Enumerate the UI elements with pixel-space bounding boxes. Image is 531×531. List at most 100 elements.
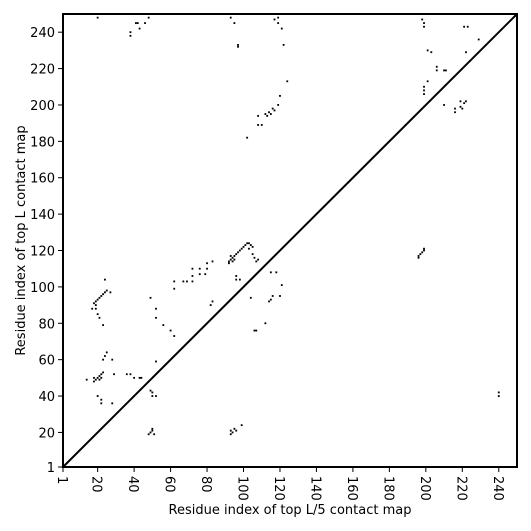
contact-point-top-l5 bbox=[105, 351, 108, 354]
contact-point-top-l5 bbox=[211, 260, 214, 263]
contact-point-top-l bbox=[129, 34, 132, 37]
contact-point-top-l bbox=[280, 284, 283, 286]
contact-point-top-l bbox=[282, 44, 285, 46]
contact-point-top-l5 bbox=[149, 389, 152, 392]
y-tick-label: 40 bbox=[38, 390, 55, 405]
contact-point-top-l5 bbox=[100, 376, 103, 379]
contact-point-top-l5 bbox=[233, 258, 236, 261]
contact-point-top-l5 bbox=[98, 316, 101, 319]
diagonal-line bbox=[62, 13, 518, 468]
contact-point-top-l bbox=[277, 16, 280, 19]
contact-point-top-l5 bbox=[96, 395, 99, 397]
x-tick-label: 220 bbox=[453, 476, 468, 501]
contact-point-top-l5 bbox=[96, 298, 99, 301]
contact-point-top-l5 bbox=[100, 398, 103, 401]
contact-point-top-l5 bbox=[246, 242, 249, 245]
contact-point-top-l5 bbox=[242, 245, 245, 248]
x-tick-label: 180 bbox=[380, 476, 395, 501]
contact-point-top-l bbox=[430, 51, 433, 54]
contact-point-top-l5 bbox=[443, 104, 445, 106]
contact-point-top-l bbox=[233, 22, 236, 24]
y-tick-label: 100 bbox=[30, 281, 55, 296]
contact-point-top-l bbox=[271, 107, 274, 110]
contact-point-top-l bbox=[135, 22, 137, 24]
contact-point-top-l5 bbox=[465, 100, 467, 103]
contact-point-top-l bbox=[286, 80, 289, 83]
plot-frame bbox=[62, 13, 518, 468]
contact-point-top-l5 bbox=[198, 267, 201, 270]
contact-point-top-l5 bbox=[111, 358, 114, 361]
y-tick-label: 120 bbox=[30, 245, 55, 260]
contact-point-top-l bbox=[144, 22, 146, 24]
contact-point-top-l5 bbox=[204, 273, 207, 276]
contact-point-top-l bbox=[280, 27, 283, 30]
contact-point-top-l5 bbox=[229, 433, 232, 436]
y-tick-label: 1 bbox=[47, 461, 55, 476]
contact-point-top-l5 bbox=[155, 316, 157, 319]
contact-point-top-l5 bbox=[100, 295, 103, 297]
y-tick-label: 80 bbox=[38, 317, 55, 332]
contact-point-top-l5 bbox=[151, 391, 154, 394]
contact-point-top-l bbox=[421, 18, 424, 21]
x-tick-label: 140 bbox=[307, 476, 322, 501]
contact-point-top-l bbox=[257, 124, 259, 126]
y-tick-label: 140 bbox=[30, 208, 55, 223]
contact-point-top-l5 bbox=[235, 429, 238, 432]
contact-point-top-l bbox=[273, 109, 276, 112]
y-tick-label: 160 bbox=[30, 172, 55, 187]
contact-point-top-l5 bbox=[173, 287, 176, 290]
contact-point-top-l5 bbox=[102, 358, 105, 361]
contact-point-top-l bbox=[443, 69, 445, 72]
contact-point-top-l5 bbox=[211, 300, 214, 303]
contact-point-top-l bbox=[466, 25, 469, 28]
x-tick-label: 20 bbox=[89, 476, 104, 493]
contact-point-top-l5 bbox=[94, 300, 97, 303]
x-tick-label: 80 bbox=[198, 476, 213, 493]
contact-point-top-l5 bbox=[233, 427, 236, 430]
contact-point-top-l bbox=[279, 94, 281, 97]
contact-point-top-l5 bbox=[426, 80, 429, 83]
x-tick-label: 120 bbox=[271, 476, 286, 501]
contact-point-top-l5 bbox=[249, 244, 252, 246]
contact-point-top-l5 bbox=[100, 373, 103, 376]
contact-point-top-l bbox=[246, 136, 249, 139]
contact-point-top-l5 bbox=[182, 280, 185, 283]
contact-point-top-l bbox=[269, 298, 272, 301]
contact-point-top-l bbox=[129, 31, 132, 34]
contact-point-top-l5 bbox=[93, 376, 95, 379]
contact-point-top-l5 bbox=[98, 378, 101, 381]
contact-point-top-l bbox=[273, 18, 276, 21]
contact-point-top-l5 bbox=[85, 378, 88, 381]
contact-point-top-l5 bbox=[421, 251, 424, 254]
contact-point-top-l bbox=[463, 25, 466, 28]
contact-point-top-l5 bbox=[191, 280, 194, 283]
contact-point-top-l bbox=[277, 22, 280, 24]
contact-point-top-l5 bbox=[461, 107, 464, 110]
x-tick-label: 1 bbox=[54, 476, 69, 484]
contact-point-top-l5 bbox=[149, 431, 152, 434]
contact-point-top-l bbox=[435, 65, 438, 68]
contact-point-top-l bbox=[136, 22, 139, 24]
contact-point-top-l5 bbox=[151, 427, 154, 430]
contact-point-top-l5 bbox=[94, 304, 97, 306]
contact-point-top-l5 bbox=[153, 433, 156, 436]
contact-point-top-l5 bbox=[104, 291, 106, 294]
contact-point-top-l5 bbox=[238, 278, 241, 281]
contact-point-top-l5 bbox=[231, 256, 234, 259]
contact-point-top-l5 bbox=[231, 260, 234, 263]
contact-point-top-l5 bbox=[240, 247, 243, 250]
x-tick-label: 200 bbox=[417, 476, 432, 501]
contact-point-top-l5 bbox=[454, 107, 456, 110]
contact-point-top-l5 bbox=[233, 255, 236, 257]
contact-point-top-l5 bbox=[206, 262, 208, 265]
contact-point-top-l5 bbox=[93, 302, 95, 305]
contact-point-top-l5 bbox=[102, 371, 105, 374]
contact-point-top-l bbox=[257, 114, 259, 117]
contact-point-top-l5 bbox=[417, 255, 420, 257]
contact-point-top-l bbox=[423, 22, 425, 24]
contact-point-top-l bbox=[229, 16, 232, 19]
contact-point-top-l5 bbox=[228, 262, 230, 265]
contact-point-top-l5 bbox=[248, 242, 250, 245]
